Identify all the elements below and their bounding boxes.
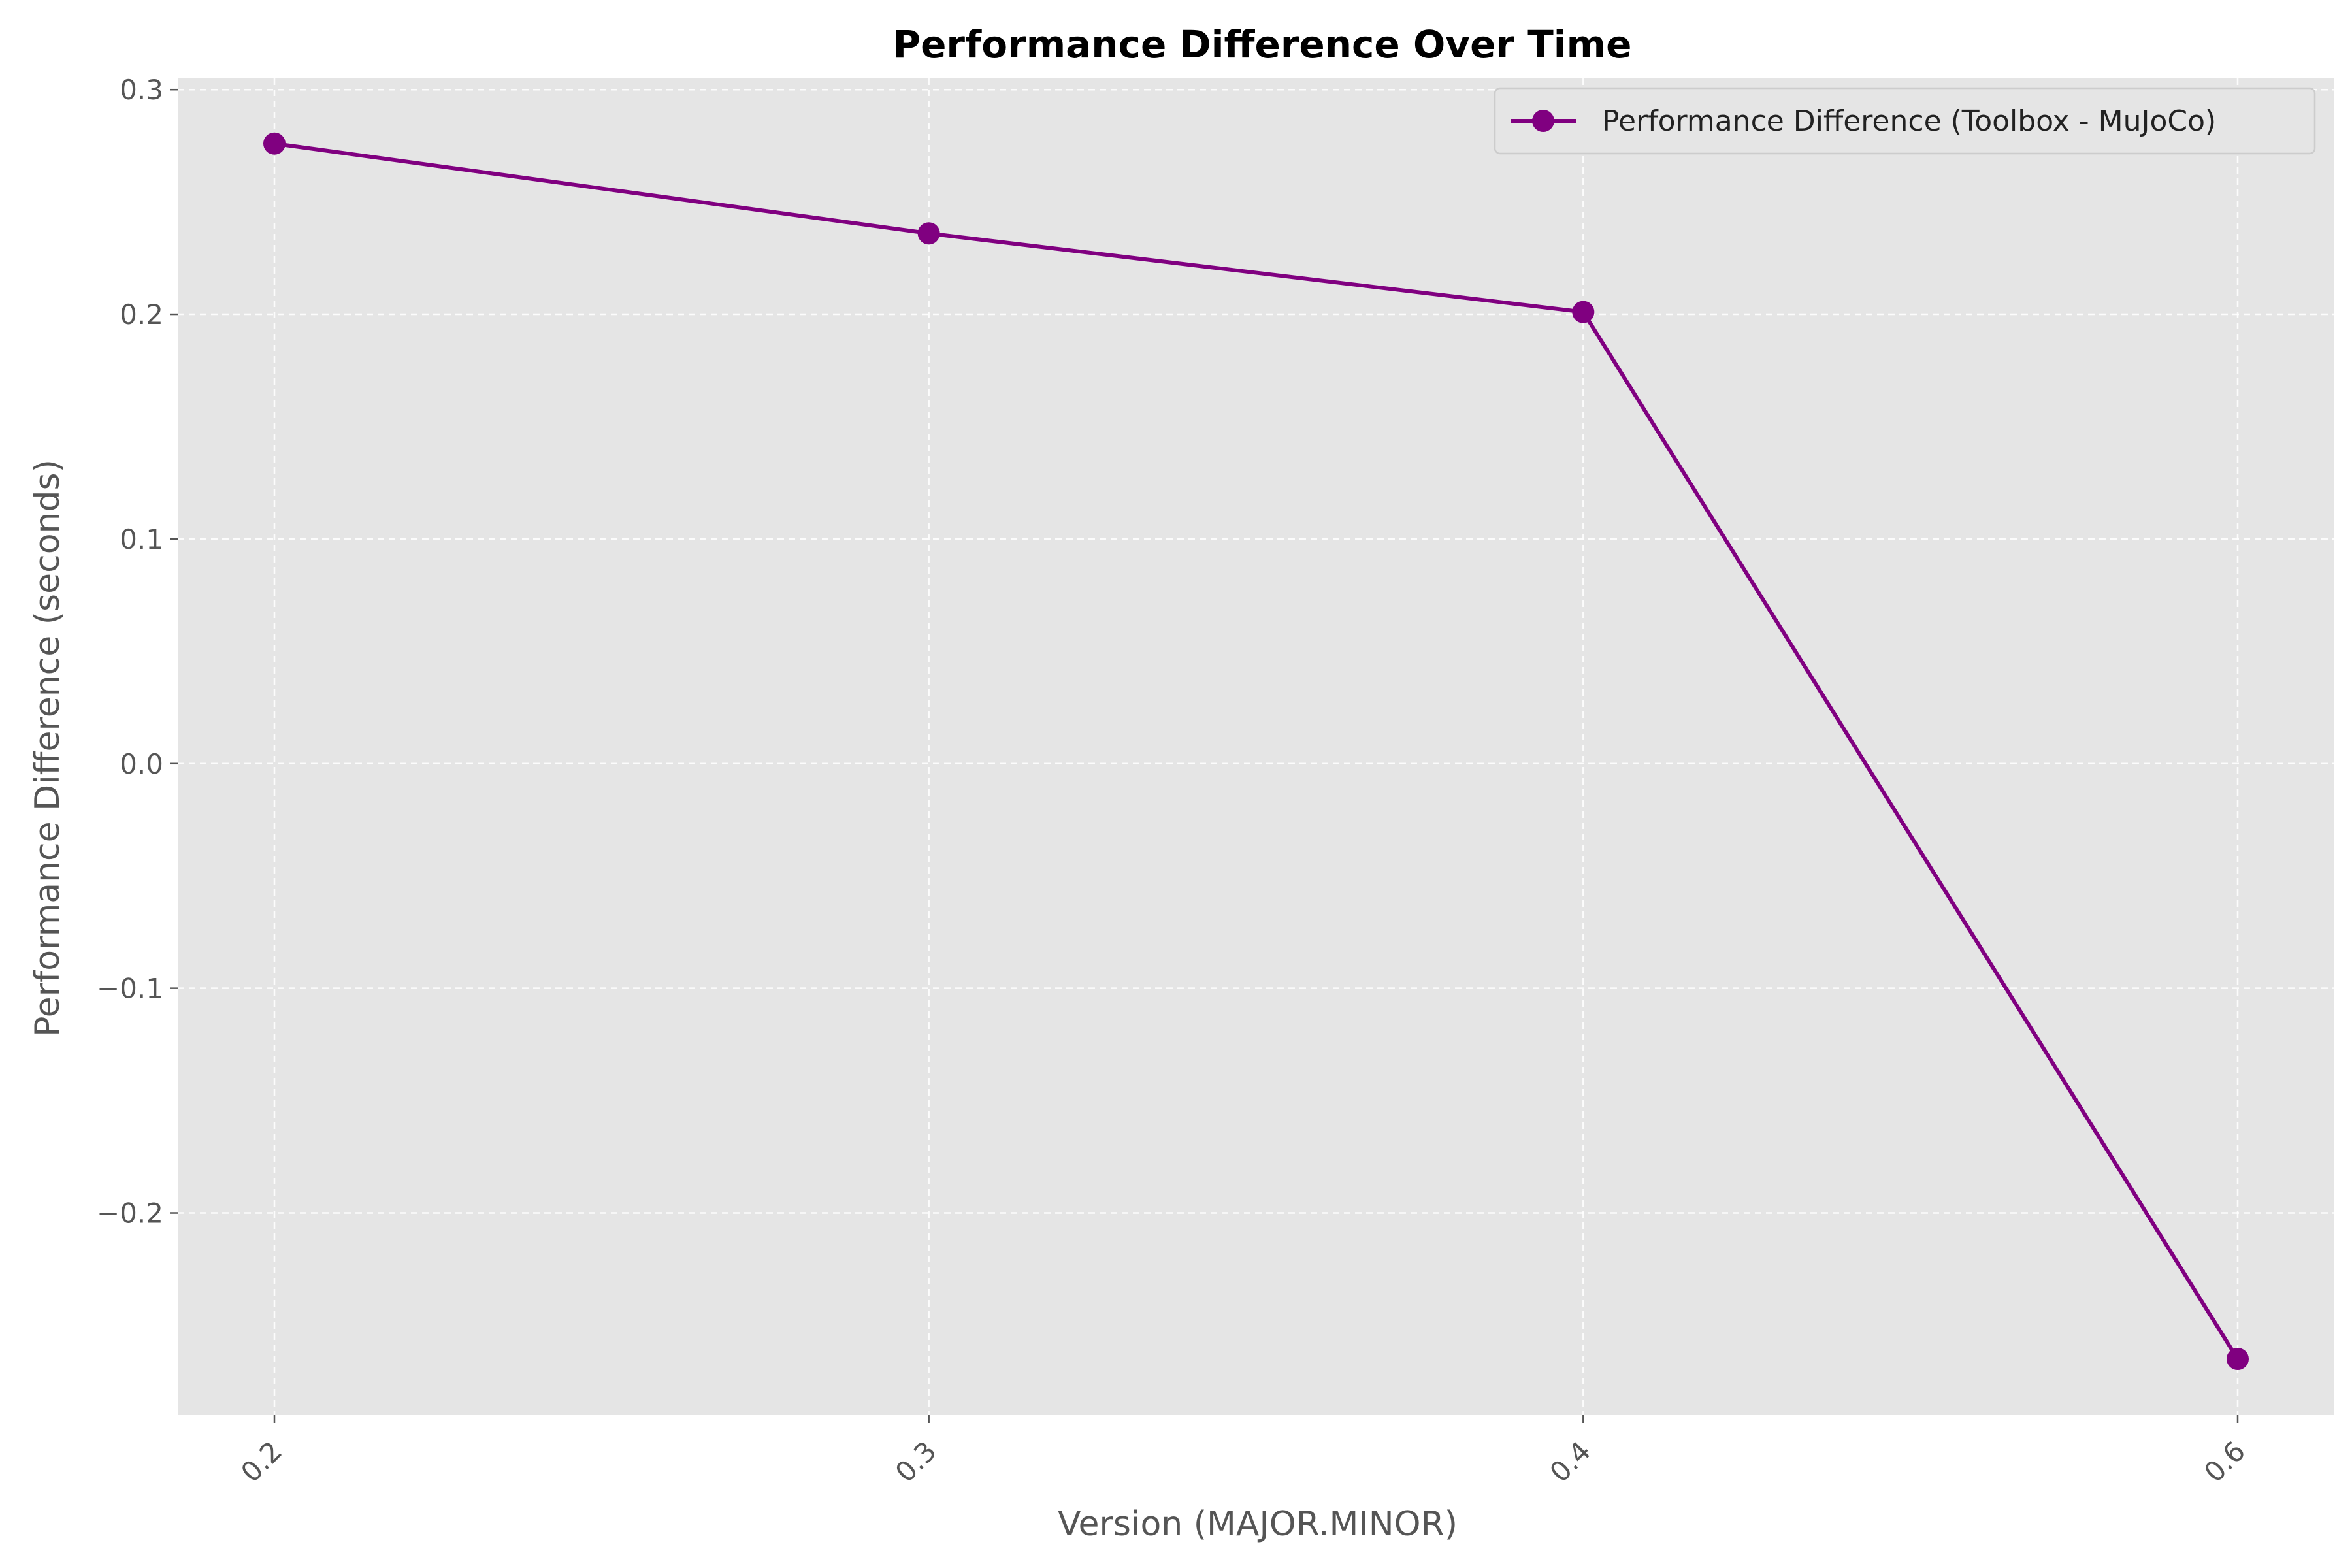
grid — [178, 78, 2334, 1415]
x-axis-label: Version (MAJOR.MINOR) — [1058, 1505, 1458, 1544]
legend-marker — [1532, 110, 1554, 132]
data-point — [1572, 301, 1595, 323]
y-tick-label: 0.3 — [120, 74, 163, 106]
x-tick-label: 0.6 — [2198, 1435, 2251, 1488]
y-tick-label: 0.0 — [120, 748, 163, 780]
chart-title: Performance Difference Over Time — [893, 22, 1632, 67]
x-tick-label: 0.2 — [235, 1435, 288, 1488]
y-tick-label: −0.1 — [97, 973, 163, 1005]
plot-area — [178, 78, 2334, 1415]
x-tick-label: 0.3 — [889, 1435, 943, 1488]
data-point — [263, 132, 286, 155]
legend-label: Performance Difference (Toolbox - MuJoCo… — [1602, 105, 2216, 138]
y-axis-label: Performance Difference (seconds) — [28, 459, 67, 1037]
legend: Performance Difference (Toolbox - MuJoCo… — [1494, 87, 2316, 155]
series-layer — [263, 132, 2249, 1371]
y-tick-label: 0.2 — [120, 299, 163, 331]
data-point — [2227, 1348, 2249, 1371]
x-tick-label: 0.4 — [1544, 1435, 1597, 1488]
series-line — [274, 141, 2240, 1360]
y-tick-label: −0.2 — [97, 1198, 163, 1230]
data-point — [917, 222, 940, 245]
legend-box — [1494, 87, 2316, 155]
y-tick-label: 0.1 — [120, 523, 163, 555]
